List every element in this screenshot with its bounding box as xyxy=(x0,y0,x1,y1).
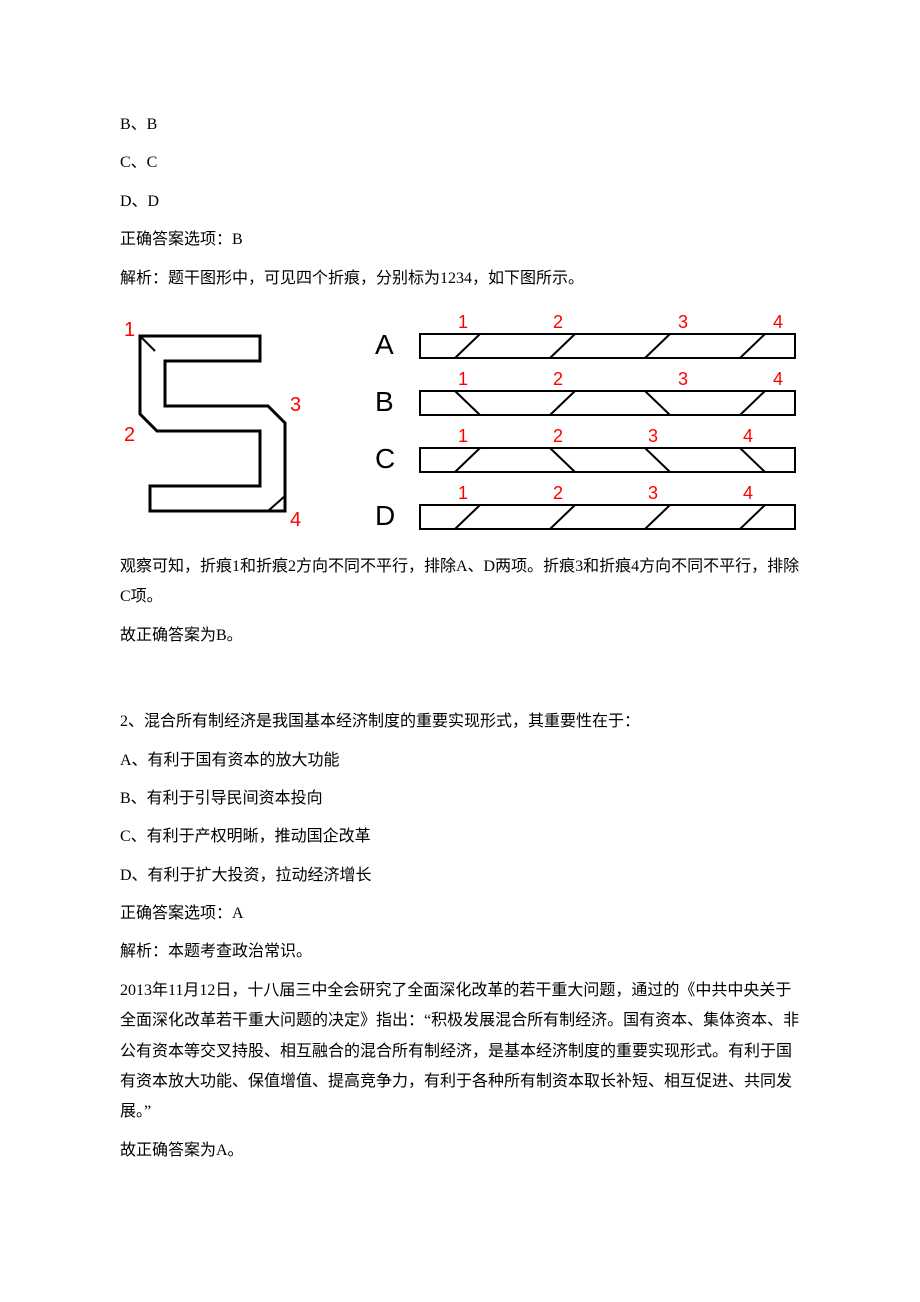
row-b-num-4: 4 xyxy=(773,369,783,389)
q1-analysis-intro: 解析：题干图形中，可见四个折痕，分别标为1234，如下图所示。 xyxy=(120,264,800,294)
row-a: A 1 2 3 4 xyxy=(375,312,795,360)
q1-correct-answer: 正确答案选项：B xyxy=(120,225,800,255)
q2-option-a: A、有利于国有资本的放大功能 xyxy=(120,746,800,776)
row-d-num-3: 3 xyxy=(648,483,658,503)
row-c-num-2: 2 xyxy=(553,426,563,446)
row-a-num-4: 4 xyxy=(773,312,783,332)
row-b-num-2: 2 xyxy=(553,369,563,389)
row-a-num-1: 1 xyxy=(458,312,468,332)
s-label-4: 4 xyxy=(290,509,301,531)
q2-analysis-intro: 解析：本题考查政治常识。 xyxy=(120,937,800,967)
q1-option-b: B、B xyxy=(120,110,800,140)
row-label-d: D xyxy=(375,500,395,531)
q2-analysis-body: 2013年11月12日，十八届三中全会研究了全面深化改革的若干重大问题，通过的《… xyxy=(120,976,800,1128)
row-d-num-2: 2 xyxy=(553,483,563,503)
s-label-3: 3 xyxy=(290,394,301,416)
row-c-num-1: 1 xyxy=(458,426,468,446)
row-label-b: B xyxy=(375,386,394,417)
s-label-1: 1 xyxy=(124,319,135,341)
q2-correct-answer: 正确答案选项：A xyxy=(120,899,800,929)
q2-option-c: C、有利于产权明晰，推动国企改革 xyxy=(120,822,800,852)
row-a-num-2: 2 xyxy=(553,312,563,332)
fold-diagram: 1 2 3 4 A 1 2 3 4 B 1 2 3 xyxy=(120,306,800,536)
row-a-num-3: 3 xyxy=(678,312,688,332)
q1-option-c: C、C xyxy=(120,148,800,178)
s-label-2: 2 xyxy=(124,424,135,446)
q2-analysis-conclusion: 故正确答案为A。 xyxy=(120,1136,800,1166)
q1-option-d: D、D xyxy=(120,187,800,217)
row-d-num-1: 1 xyxy=(458,483,468,503)
row-c-num-3: 3 xyxy=(648,426,658,446)
q1-analysis-conclusion: 故正确答案为B。 xyxy=(120,621,800,651)
row-b: B 1 2 3 4 xyxy=(375,369,795,417)
row-b-num-3: 3 xyxy=(678,369,688,389)
row-b-num-1: 1 xyxy=(458,369,468,389)
row-c-num-4: 4 xyxy=(743,426,753,446)
row-d-num-4: 4 xyxy=(743,483,753,503)
row-label-c: C xyxy=(375,443,395,474)
s-shape: 1 2 3 4 xyxy=(124,319,301,531)
row-label-a: A xyxy=(375,329,394,360)
q1-analysis-body: 观察可知，折痕1和折痕2方向不同不平行，排除A、D两项。折痕3和折痕4方向不同不… xyxy=(120,552,800,613)
q2-option-d: D、有利于扩大投资，拉动经济增长 xyxy=(120,861,800,891)
q2-stem: 2、混合所有制经济是我国基本经济制度的重要实现形式，其重要性在于： xyxy=(120,707,800,737)
row-d: D 1 2 3 4 xyxy=(375,483,795,531)
row-c: C 1 2 3 4 xyxy=(375,426,795,474)
q2-option-b: B、有利于引导民间资本投向 xyxy=(120,784,800,814)
